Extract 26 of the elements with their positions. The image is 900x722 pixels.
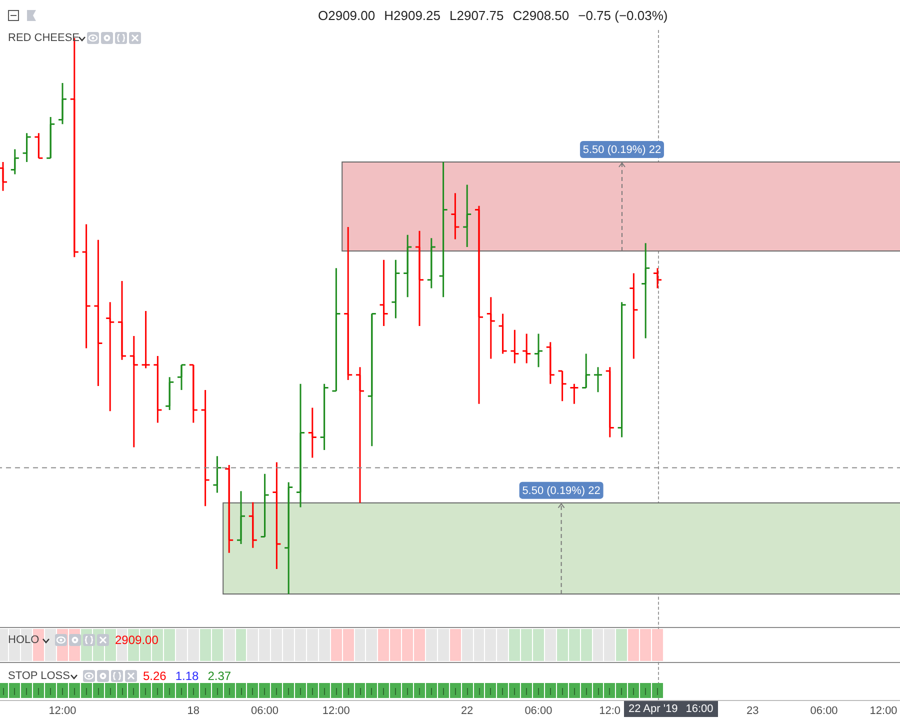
text: O2909.00	[318, 8, 376, 23]
annotation: RED CHEESE	[8, 32, 80, 44]
band-label: 5.50 (0.19%) 22	[582, 144, 662, 156]
text: HOLO	[8, 634, 40, 646]
x-tick-label: 06:00	[810, 705, 838, 717]
x-tick-label: 06:00	[524, 705, 552, 717]
x-tick-label: 12:0	[599, 705, 621, 717]
text: L2907.75	[450, 8, 504, 23]
x-tick-label: 18	[187, 705, 200, 717]
text: 1.18	[175, 669, 199, 683]
x-tick-label: 23	[746, 705, 759, 717]
x-tick-label: 06:00	[251, 705, 279, 717]
band-label: 5.50 (0.19%) 22	[522, 484, 600, 497]
text: 2909.00	[115, 633, 158, 647]
x-tick-label: 12:00	[322, 705, 350, 717]
text: 5.26	[143, 669, 166, 683]
text: H2909.25	[384, 8, 440, 23]
text: 16:00	[686, 703, 714, 715]
text: −0.75 (−0.03%)	[578, 8, 668, 23]
x-tick-label: 22	[461, 705, 474, 717]
text: 2.37	[208, 669, 232, 683]
x-tick-label: 12:00	[48, 705, 76, 717]
text: 22 Apr '19	[628, 703, 678, 715]
text: C2908.50	[512, 8, 570, 23]
x-tick-label: 12:00	[870, 705, 898, 717]
text: STOP LOSS	[8, 670, 70, 682]
